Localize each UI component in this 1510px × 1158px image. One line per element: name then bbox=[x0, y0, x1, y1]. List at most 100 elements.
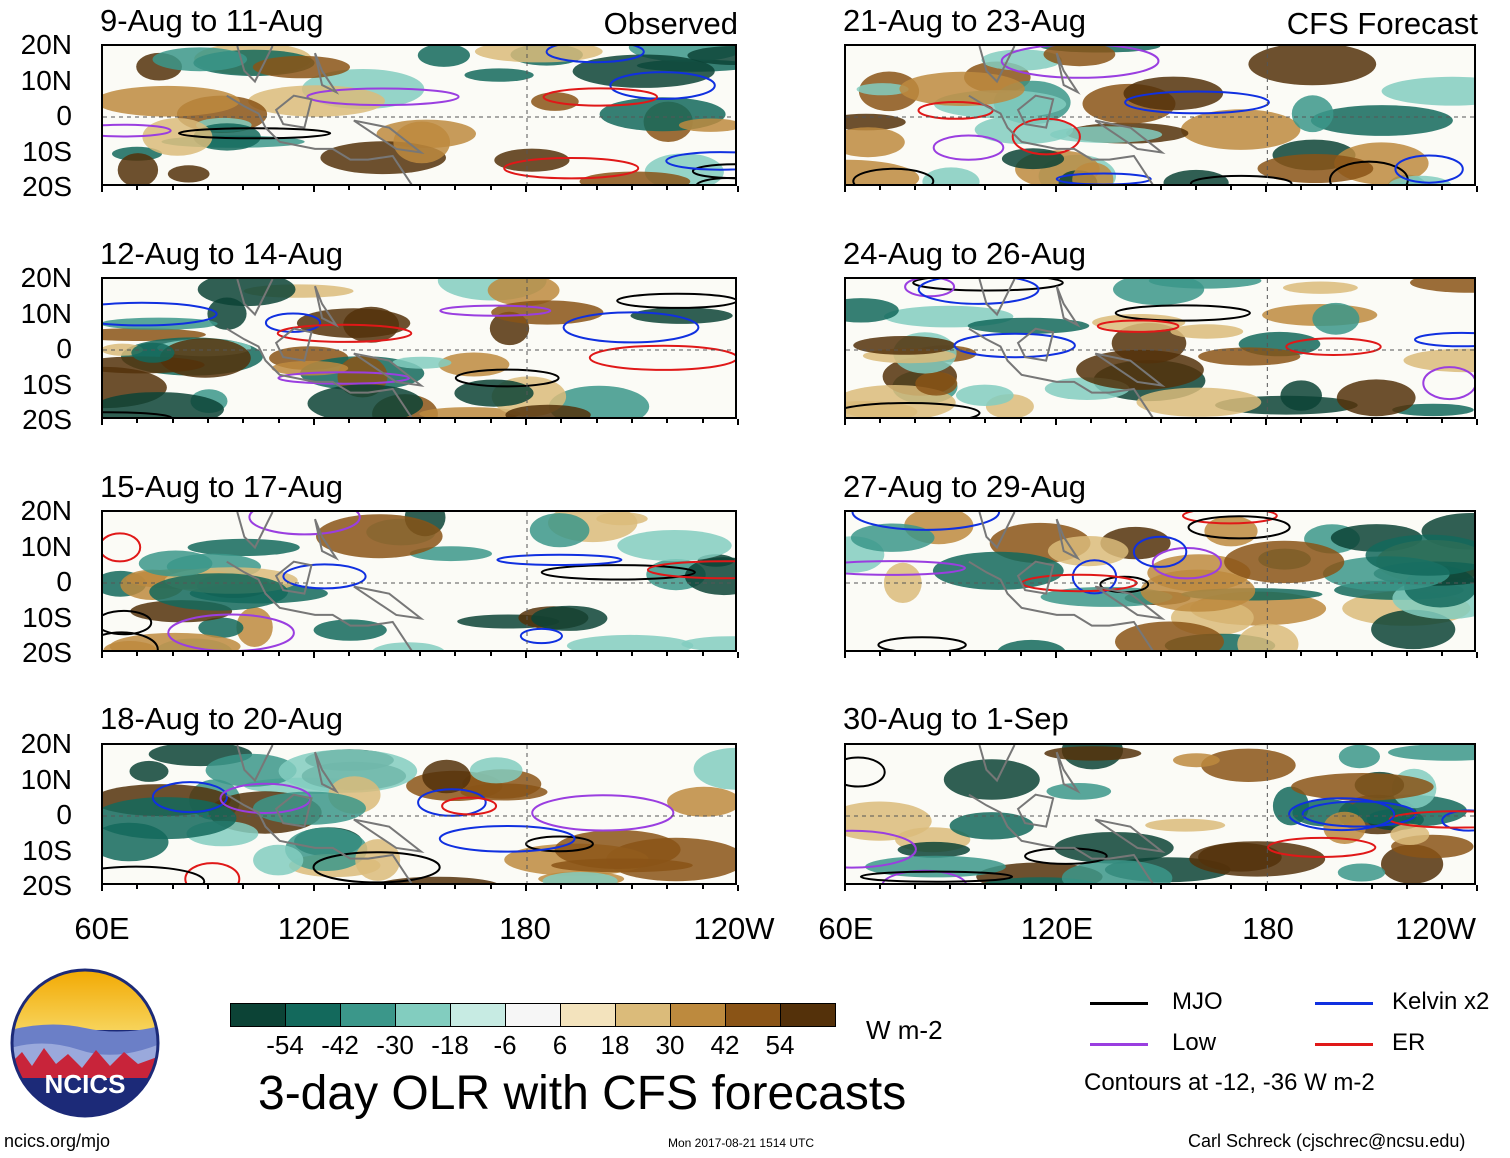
wave-contour bbox=[531, 794, 675, 832]
positive-olr-anomaly bbox=[1198, 842, 1282, 872]
wave-contour bbox=[932, 134, 1005, 161]
negative-olr-anomaly bbox=[1001, 148, 1065, 170]
x-tick-mark bbox=[595, 885, 598, 889]
x-tick-mark bbox=[313, 885, 315, 891]
x-tick-mark bbox=[1300, 885, 1303, 889]
x-tick-mark bbox=[595, 652, 598, 656]
x-tick-mark bbox=[595, 419, 598, 423]
olr-map-panel bbox=[101, 510, 737, 652]
positive-olr-anomaly bbox=[422, 759, 471, 794]
x-tick-mark bbox=[560, 652, 563, 656]
negative-olr-anomaly bbox=[1381, 76, 1474, 106]
x-tick-mark bbox=[1089, 419, 1092, 423]
positive-olr-anomaly bbox=[296, 308, 411, 338]
x-tick-mark bbox=[383, 419, 386, 423]
wave-contour bbox=[103, 532, 142, 563]
x-tick-mark bbox=[560, 186, 563, 190]
wave-contour bbox=[503, 157, 640, 180]
x-tick-label: 120W bbox=[693, 911, 775, 946]
positive-olr-anomaly bbox=[1145, 818, 1226, 832]
wave-contour bbox=[1388, 810, 1474, 829]
positive-olr-anomaly bbox=[1336, 379, 1416, 417]
x-tick-mark bbox=[1265, 419, 1268, 425]
x-tick-mark bbox=[844, 652, 846, 658]
x-tick-mark bbox=[1089, 885, 1092, 889]
colorbar-label: -54 bbox=[266, 1030, 304, 1060]
negative-olr-anomaly bbox=[981, 49, 1062, 71]
wave-contour bbox=[846, 560, 966, 576]
positive-olr-anomaly bbox=[1201, 748, 1296, 782]
wave-contour bbox=[1414, 331, 1474, 348]
wave-contour bbox=[264, 312, 322, 333]
colorbar-swatch bbox=[450, 1003, 506, 1027]
wave-contour bbox=[103, 609, 153, 636]
legend-kelvin-label: Kelvin x2 bbox=[1392, 988, 1490, 1015]
negative-olr-anomaly bbox=[956, 384, 1014, 406]
negative-olr-anomaly bbox=[1365, 534, 1474, 576]
olr-map-panel bbox=[101, 743, 737, 885]
y-tick-label: 20N bbox=[20, 29, 72, 60]
x-tick-mark bbox=[1440, 885, 1443, 889]
x-tick-mark bbox=[984, 885, 987, 889]
wave-contour bbox=[904, 279, 956, 298]
negative-olr-anomaly bbox=[469, 757, 523, 784]
wave-contour bbox=[1124, 90, 1270, 115]
olr-map-panel bbox=[844, 510, 1476, 652]
x-tick-mark bbox=[1440, 652, 1443, 656]
x-tick-mark bbox=[136, 419, 139, 423]
negative-olr-anomaly bbox=[681, 636, 735, 650]
y-tick-label: 20S bbox=[22, 171, 72, 202]
x-tick-mark bbox=[1335, 885, 1338, 889]
colorbar-swatch bbox=[725, 1003, 781, 1027]
wave-contour bbox=[519, 627, 563, 645]
negative-olr-anomaly bbox=[278, 749, 418, 793]
wave-contour bbox=[691, 163, 735, 180]
colorbar-swatch bbox=[615, 1003, 671, 1027]
x-tick-mark bbox=[737, 885, 739, 891]
site-link[interactable]: ncics.org/mjo bbox=[4, 1131, 111, 1151]
x-tick-mark bbox=[419, 885, 421, 889]
positive-olr-anomaly bbox=[1257, 154, 1374, 183]
wave-contour bbox=[1187, 515, 1291, 540]
olr-map-panel bbox=[101, 44, 737, 186]
negative-olr-anomaly bbox=[572, 54, 715, 88]
x-tick-mark bbox=[560, 419, 563, 423]
coastline bbox=[226, 279, 425, 417]
forecast-label: CFS Forecast bbox=[1286, 6, 1478, 41]
x-tick-mark bbox=[1089, 186, 1092, 190]
negative-olr-anomaly bbox=[693, 747, 735, 790]
x-tick-mark bbox=[666, 885, 669, 889]
x-tick-label: 120E bbox=[277, 911, 351, 946]
x-tick-mark bbox=[313, 186, 315, 192]
panel-title: 9-Aug to 11-Aug bbox=[100, 3, 324, 38]
wave-contour bbox=[1096, 319, 1180, 333]
coastline bbox=[968, 512, 1166, 650]
wave-contour bbox=[846, 829, 917, 869]
x-tick-mark bbox=[1335, 652, 1338, 656]
x-tick-mark bbox=[1089, 652, 1092, 656]
wave-contour bbox=[441, 796, 498, 816]
panel-title: 12-Aug to 14-Aug bbox=[100, 236, 344, 271]
colorbar-label: -6 bbox=[493, 1030, 517, 1060]
x-tick-mark bbox=[1265, 885, 1268, 891]
legend-low-label: Low bbox=[1172, 1029, 1217, 1056]
wave-contour bbox=[438, 825, 576, 853]
negative-olr-anomaly bbox=[1392, 403, 1474, 417]
x-tick-mark bbox=[1300, 652, 1303, 656]
coastline bbox=[968, 279, 1166, 417]
x-tick-mark bbox=[1230, 885, 1233, 889]
negative-olr-anomaly bbox=[464, 68, 534, 82]
positive-olr-anomaly bbox=[1403, 348, 1474, 373]
wave-contour bbox=[846, 402, 981, 417]
negative-olr-anomaly bbox=[129, 760, 169, 782]
y-tick-label: 10S bbox=[22, 135, 72, 167]
legend-mjo-label: MJO bbox=[1172, 988, 1223, 1015]
positive-olr-anomaly bbox=[1410, 279, 1474, 293]
negative-olr-anomaly bbox=[630, 307, 733, 324]
negative-olr-anomaly bbox=[103, 317, 218, 330]
positive-olr-anomaly bbox=[899, 71, 1025, 106]
x-tick-mark bbox=[1476, 652, 1478, 658]
olr-map-panel bbox=[844, 277, 1476, 419]
x-tick-mark bbox=[348, 186, 351, 190]
wave-contour bbox=[1267, 836, 1377, 858]
